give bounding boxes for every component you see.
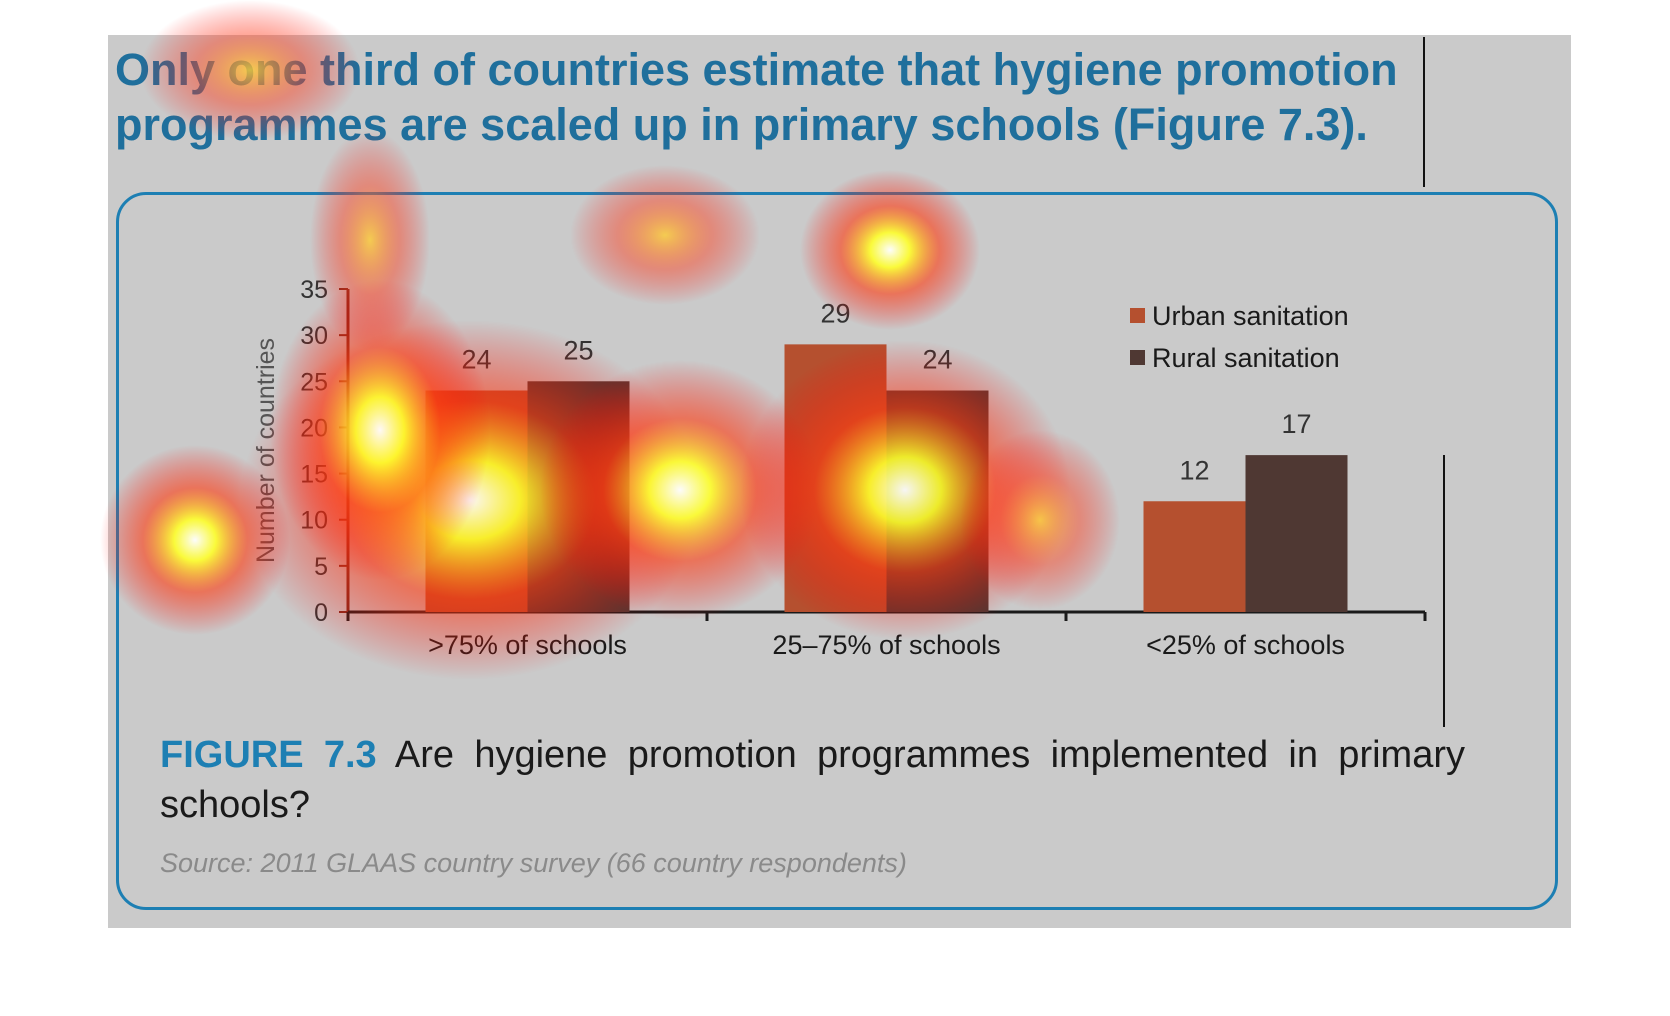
legend-label: Urban sanitation (1152, 301, 1349, 331)
bar (1143, 501, 1246, 612)
x-tick-label: <25% of schools (1146, 630, 1345, 660)
bar-value-label: 24 (461, 345, 491, 375)
legend-label: Rural sanitation (1152, 343, 1340, 373)
bar (425, 390, 528, 612)
bar-value-label: 24 (922, 345, 952, 375)
divider-line (1443, 455, 1445, 727)
bar-value-label: 29 (820, 298, 850, 328)
bar-value-label: 12 (1179, 455, 1209, 485)
y-tick-label: 20 (300, 414, 328, 442)
bar-value-label: 25 (563, 335, 593, 365)
bar (527, 381, 630, 612)
figure-caption-text: Are hygiene promotion programmes impleme… (160, 734, 1465, 826)
y-axis-label: Number of countries (252, 338, 280, 563)
legend-swatch (1130, 308, 1145, 323)
y-tick-label: 35 (300, 276, 328, 304)
legend-swatch (1130, 350, 1145, 365)
y-tick-label: 15 (300, 461, 328, 489)
x-tick-label: >75% of schools (428, 630, 627, 660)
bar (1245, 455, 1348, 612)
source-note: Source: 2011 GLAAS country survey (66 co… (160, 848, 907, 878)
y-tick-label: 25 (300, 368, 328, 396)
figure-caption: FIGURE 7.3 Are hygiene promotion program… (160, 730, 1465, 830)
y-tick-label: 10 (300, 507, 328, 535)
y-tick-label: 0 (314, 599, 328, 627)
bar-value-label: 17 (1281, 409, 1311, 439)
divider-line (1423, 37, 1425, 187)
x-tick-label: 25–75% of schools (772, 630, 1000, 660)
y-tick-label: 5 (314, 553, 328, 581)
figure-label: FIGURE 7.3 (160, 734, 377, 776)
bar (784, 344, 887, 612)
y-tick-label: 30 (300, 322, 328, 350)
bar (886, 390, 989, 612)
